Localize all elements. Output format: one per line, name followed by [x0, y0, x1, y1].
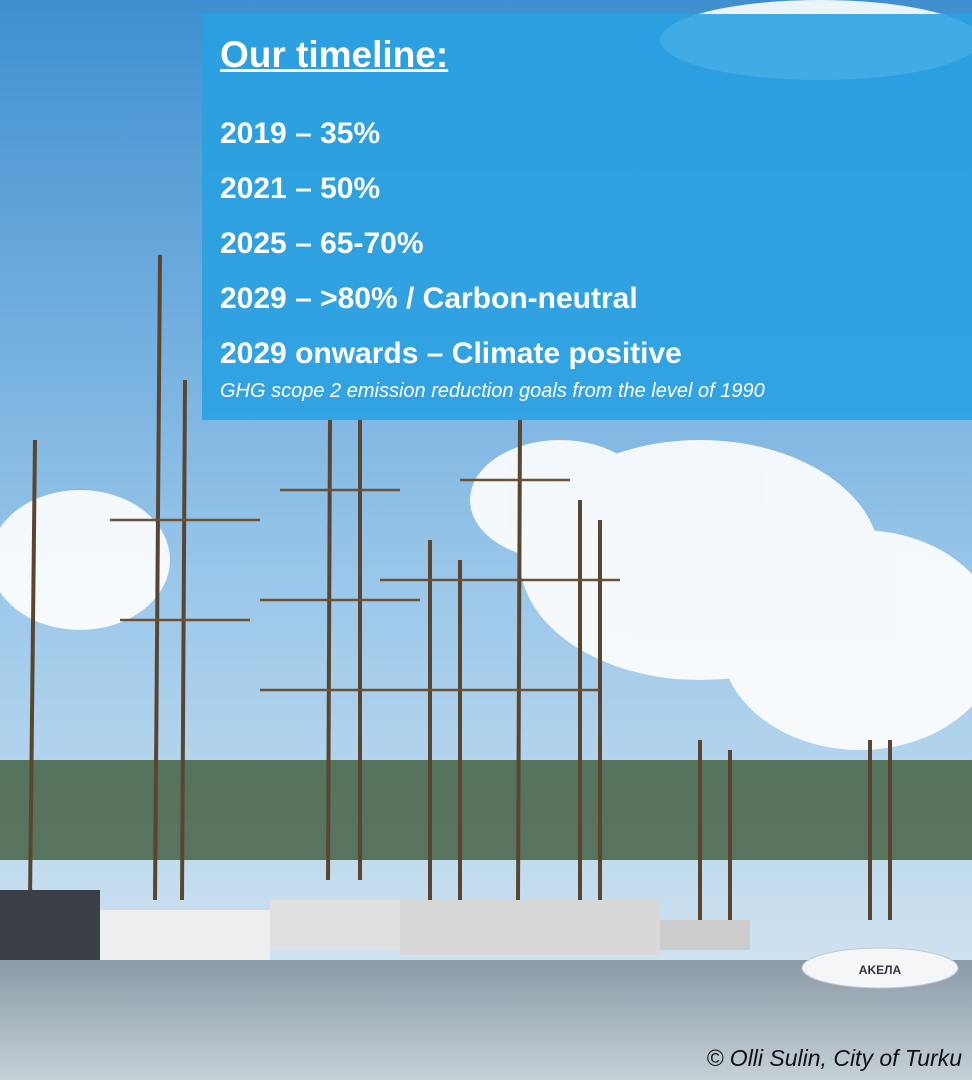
timeline-item: 2021 – 50% [220, 161, 682, 216]
timeline-item: 2029 – >80% / Carbon-neutral [220, 271, 682, 326]
timeline-note: GHG scope 2 emission reduction goals fro… [220, 380, 765, 403]
page: AKEЛA Our timeline: 2019 – 35%2021 – 50%… [0, 0, 972, 1080]
boat-name: AKEЛA [859, 963, 902, 977]
timeline-item: 2029 onwards – Climate positive [220, 326, 682, 381]
timeline-title: Our timeline: [220, 34, 448, 76]
timeline-item: 2019 – 35% [220, 106, 682, 161]
photo-credit: © Olli Sulin, City of Turku [706, 1045, 962, 1072]
treeline [0, 760, 972, 860]
timeline-list: 2019 – 35%2021 – 50%2025 – 65-70%2029 – … [220, 106, 682, 381]
timeline-item: 2025 – 65-70% [220, 216, 682, 271]
timeline-panel: Our timeline: 2019 – 35%2021 – 50%2025 –… [202, 14, 972, 420]
